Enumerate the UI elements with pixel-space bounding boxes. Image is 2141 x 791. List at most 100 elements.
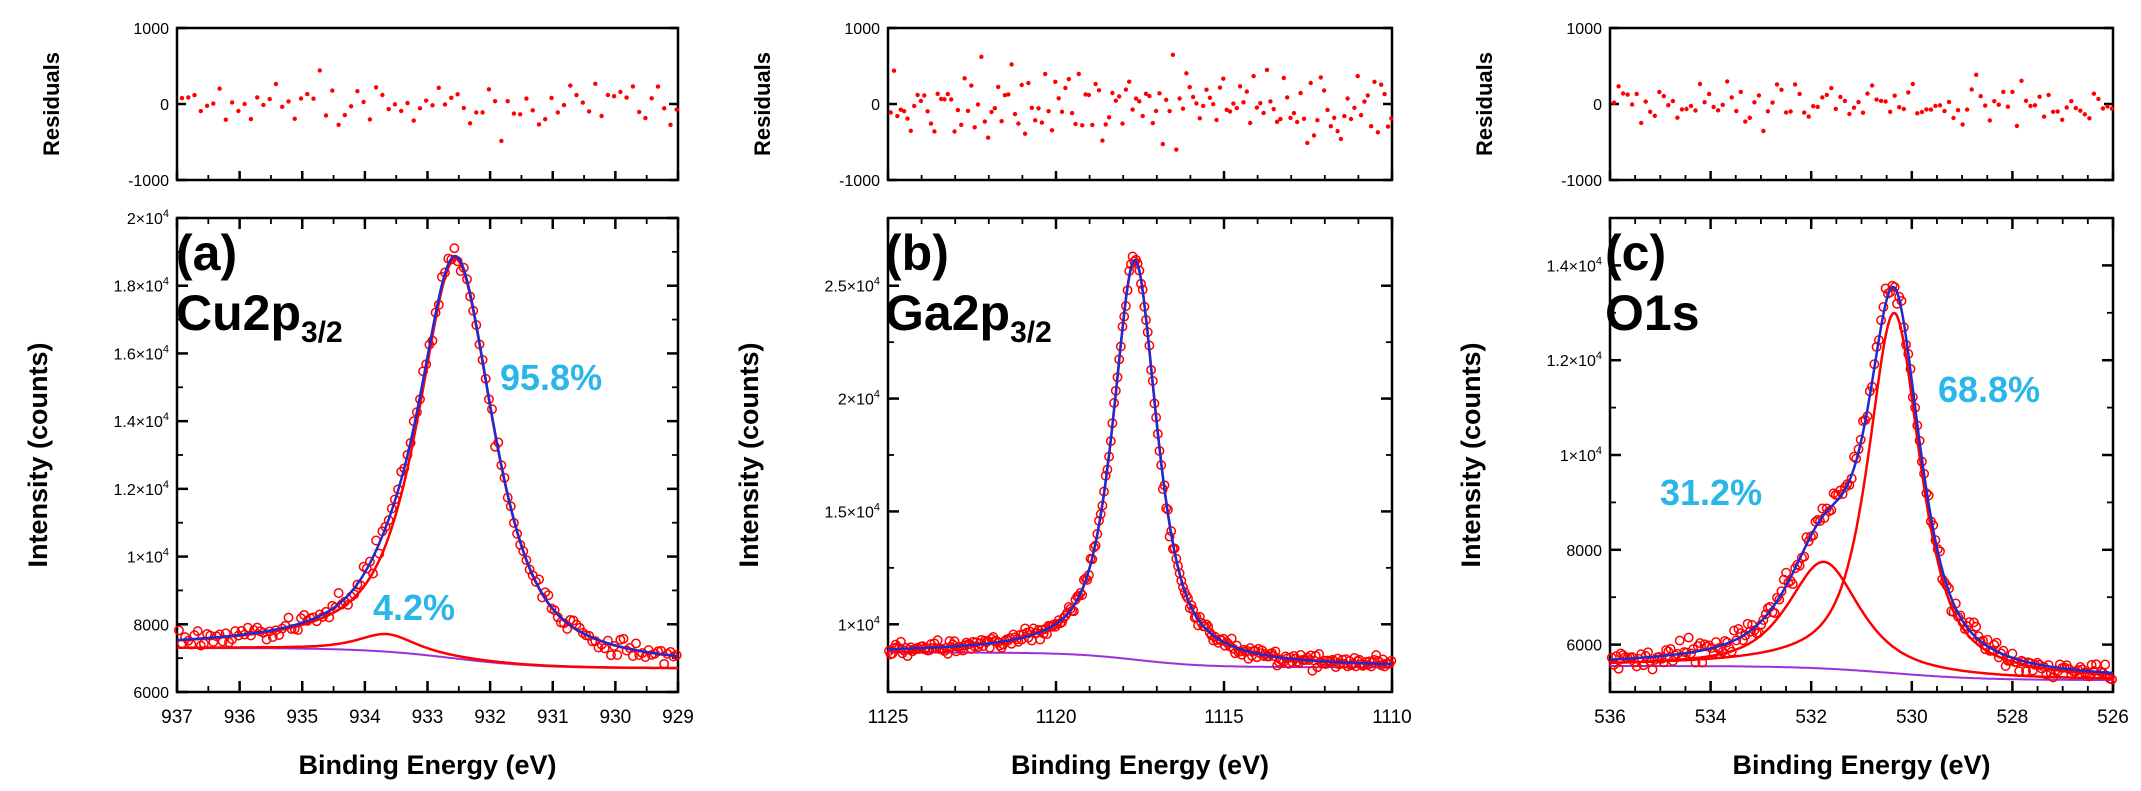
residual-point [392, 102, 398, 107]
residual-point [1362, 99, 1367, 104]
res-tick-label: 0 [160, 97, 169, 114]
residual-point [1611, 100, 1617, 105]
residual-point [1802, 110, 1807, 115]
residual-point [1815, 104, 1820, 110]
data-point [1828, 488, 1839, 499]
residual-point [1829, 85, 1834, 91]
residual-point [1184, 71, 1189, 76]
residual-point [2019, 78, 2024, 84]
residual-point [1783, 110, 1789, 115]
data-point [2021, 666, 2031, 677]
residual-point [1059, 109, 1065, 115]
x-tick-label: 1120 [1036, 707, 1077, 728]
residual-point [1237, 84, 1243, 89]
residual-point [1066, 76, 1072, 82]
y-tick-mantissa: 8000 [133, 617, 169, 634]
residuals-plot-a: Residuals 1000 0 -1000 [39, 21, 680, 190]
y-tick-mantissa: 1.4×10 [113, 414, 162, 431]
residual-point [2100, 106, 2106, 111]
residual-point [1729, 95, 1734, 100]
panel-label-a: (a) [176, 225, 237, 281]
residual-point [2096, 96, 2101, 102]
residual-point [1325, 107, 1330, 113]
residual-point [630, 84, 636, 89]
residual-point [223, 117, 228, 122]
y-tick-label: 1.2×104 [1546, 350, 1602, 370]
residuals-ticks-a [175, 26, 680, 182]
res-tick-label: -1000 [1561, 173, 1602, 190]
y-tick-mantissa: 1×10 [838, 617, 874, 634]
component-percent-label: 31.2% [1660, 472, 1762, 513]
residual-point [605, 92, 611, 98]
x-axis-label-a: Binding Energy (eV) [298, 750, 556, 780]
residual-point [1365, 93, 1371, 98]
residuals-label-b: Residuals [750, 52, 775, 156]
residual-point [1625, 92, 1630, 97]
residual-point [1960, 122, 1965, 127]
data-point [1667, 655, 1678, 666]
data-point [606, 650, 616, 661]
y-axis-label-b: Intensity (counts) [734, 342, 764, 567]
residual-point [1036, 106, 1041, 111]
residual-point [932, 129, 937, 134]
residual-point [286, 99, 291, 104]
residual-point [1164, 97, 1169, 103]
residual-point [1006, 92, 1011, 97]
residuals-frame-a [175, 26, 680, 182]
y-tick-mantissa: 1.4×10 [1546, 258, 1595, 275]
residual-point [662, 106, 667, 111]
residual-point [179, 95, 185, 101]
y-tick-label: 1×104 [127, 547, 169, 567]
data-point [1665, 644, 1676, 654]
residual-point [1039, 120, 1045, 125]
residual-point [1684, 106, 1689, 112]
residual-point [1924, 107, 1929, 112]
residual-point [361, 99, 366, 105]
data-point [2014, 666, 2025, 677]
residual-point [480, 110, 485, 115]
residual-point [655, 84, 661, 89]
residual-point [1234, 105, 1240, 111]
residual-point [979, 54, 984, 59]
residual-point [1643, 99, 1648, 104]
residual-point [1688, 103, 1694, 109]
data-point [352, 579, 363, 590]
x-tick-label: 1115 [1204, 707, 1243, 728]
residual-point [1157, 91, 1162, 96]
residual-point [593, 81, 598, 87]
residual-point [945, 91, 950, 97]
y-tick-mantissa: 2×10 [127, 211, 163, 228]
data-point [1778, 574, 1789, 585]
residual-point [1883, 99, 1888, 104]
residual-point [574, 92, 579, 98]
residual-point [895, 113, 900, 119]
residual-point [1217, 85, 1223, 90]
y-tick-mantissa: 2.5×10 [824, 279, 873, 296]
y-tick-exponent: 4 [163, 276, 169, 288]
residual-point [1856, 99, 1861, 105]
residual-point [905, 116, 910, 121]
residual-point [1100, 138, 1105, 143]
y-tick-mantissa: 8000 [1566, 543, 1602, 560]
residual-point [1268, 99, 1273, 104]
y-tick-mantissa: 6000 [1566, 638, 1602, 655]
x-tick-label: 931 [537, 707, 569, 728]
residual-point [1969, 87, 1974, 92]
residual-point [674, 107, 679, 112]
residual-point [1113, 98, 1119, 103]
x-tick-label: 526 [2097, 707, 2129, 728]
data-point [1751, 628, 1762, 639]
residual-point [891, 68, 897, 73]
residual-point [982, 119, 987, 124]
residual-point [1227, 109, 1233, 114]
residual-point [1765, 109, 1771, 114]
residual-point [586, 109, 592, 114]
residual-point [1806, 114, 1811, 119]
residual-point [2050, 109, 2056, 115]
residual-point [1379, 82, 1384, 87]
x-tick-label: 935 [286, 707, 318, 728]
residual-point [367, 117, 373, 122]
y-tick-exponent: 4 [1596, 350, 1602, 362]
residual-point [1127, 79, 1132, 84]
element-label-c: O1s [1605, 285, 1700, 341]
